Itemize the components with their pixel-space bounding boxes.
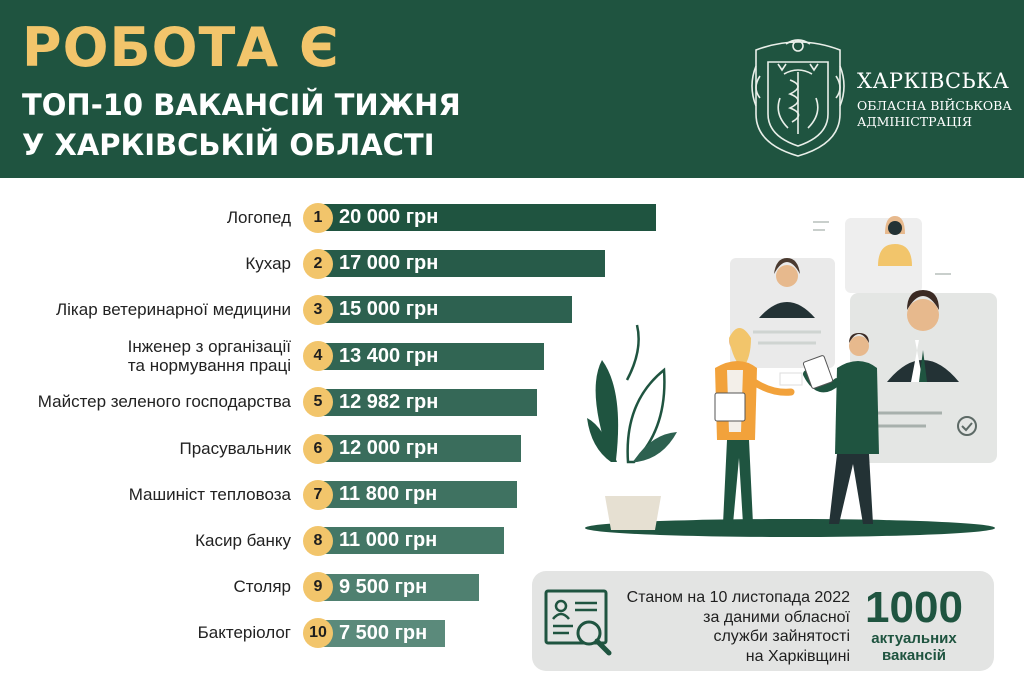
category-label-4: Інженер з організації та нормування праці (127, 337, 291, 376)
vacancy-count-caption2: вакансій (881, 647, 946, 664)
info-source-line2: за даними обласної (703, 609, 850, 626)
category-label-7: Машиніст тепловоза (128, 484, 291, 504)
bar-2 (318, 250, 606, 278)
category-label-1: Логопед (226, 207, 291, 227)
rank-badge-9: 9 (303, 572, 333, 603)
job-interview-illustration (585, 216, 997, 537)
page-subtitle-line2: У ХАРКІВСЬКІЙ ОБЛАСТІ (22, 128, 435, 162)
bar-10 (318, 619, 445, 647)
rank-badge-2: 2 (303, 248, 333, 279)
org-name-line1: ХАРКІВСЬКА (857, 69, 1010, 93)
category-label-2: Кухар (245, 253, 291, 273)
value-label-5: 12 982 грн (339, 390, 439, 413)
kharkiv-coat-of-arms-icon (751, 39, 845, 157)
rank-badge-5: 5 (303, 387, 333, 418)
document-search-icon (544, 589, 612, 656)
value-label-7: 11 800 грн (339, 483, 438, 506)
info-source-line3: служби зайнятості (713, 628, 850, 645)
page-subtitle-line1: ТОП-10 ВАКАНСІЙ ТИЖНЯ (22, 88, 461, 122)
org-name-line2: ОБЛАСНА ВІЙСЬКОВА (857, 98, 1012, 113)
category-label-8: Касир банку (195, 530, 291, 550)
value-label-2: 17 000 грн (339, 252, 439, 275)
bar-3 (318, 296, 572, 324)
vacancy-count: 1000 (865, 583, 963, 632)
category-label-6: Прасувальник (179, 438, 291, 458)
rank-badge-3: 3 (303, 294, 333, 325)
bar-4 (318, 342, 545, 370)
value-label-10: 7 500 грн (339, 621, 428, 644)
value-label-4: 13 400 грн (339, 344, 439, 367)
value-label-8: 11 000 грн (339, 529, 438, 552)
category-label-3: Лікар ветеринарної медицини (56, 299, 291, 319)
rank-badge-8: 8 (303, 525, 333, 556)
bar-9 (318, 573, 479, 601)
bar-8 (318, 527, 504, 555)
rank-badge-6: 6 (303, 433, 333, 464)
org-name-line3: АДМІНІСТРАЦІЯ (857, 114, 972, 129)
category-label-9: Столяр (233, 577, 291, 597)
bar-1 (318, 204, 656, 231)
value-label-1: 20 000 грн (339, 206, 439, 228)
category-label-10: Бактеріолог (197, 623, 291, 643)
info-source-line4: на Харківщині (745, 648, 850, 665)
rank-badge-4: 4 (303, 341, 333, 372)
header-banner (0, 0, 1024, 178)
page-title: РОБОТА Є (22, 16, 340, 79)
bar-6 (318, 435, 521, 462)
rank-badge-1: 1 (303, 202, 333, 233)
category-label-5: Майстер зеленого господарства (37, 392, 291, 412)
value-label-3: 15 000 грн (339, 298, 439, 321)
rank-badge-10: 10 (303, 618, 333, 649)
bar-7 (318, 481, 518, 509)
bar-5 (318, 388, 538, 416)
info-date: Станом на 10 листопада 2022 (626, 589, 850, 606)
value-label-6: 12 000 грн (339, 437, 439, 459)
value-label-9: 9 500 грн (339, 575, 428, 598)
rank-badge-7: 7 (303, 479, 333, 510)
vacancy-count-caption1: актуальних (871, 630, 957, 647)
